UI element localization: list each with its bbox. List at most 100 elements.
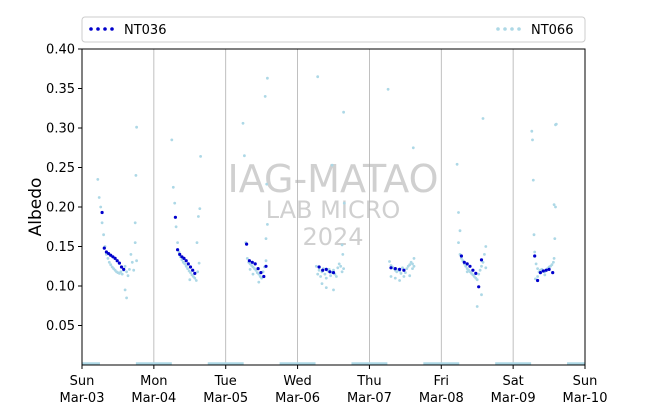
point-nt066 bbox=[199, 155, 203, 158]
point-nt036 bbox=[465, 262, 469, 266]
point-nt066 bbox=[477, 272, 481, 276]
point-nt036 bbox=[462, 260, 466, 264]
point-nt066 bbox=[257, 272, 261, 276]
point-nt066 bbox=[319, 275, 322, 278]
y-axis-label: Albedo bbox=[26, 178, 46, 237]
point-nt066 bbox=[127, 268, 131, 271]
point-nt066 bbox=[197, 215, 200, 218]
point-nt066 bbox=[135, 259, 139, 263]
point-nt066 bbox=[342, 110, 345, 114]
x-tick-label-day: Sun bbox=[70, 374, 95, 389]
point-nt066 bbox=[341, 253, 345, 256]
point-nt066 bbox=[532, 233, 536, 237]
point-nt066 bbox=[263, 95, 267, 98]
point-nt066 bbox=[342, 201, 346, 205]
x-tick-label-date: Mar-03 bbox=[60, 391, 105, 406]
point-nt066 bbox=[195, 241, 199, 245]
point-nt066 bbox=[388, 260, 391, 263]
watermark-line-3: 2024 bbox=[302, 223, 363, 251]
point-nt066 bbox=[329, 274, 332, 278]
point-nt066 bbox=[120, 272, 124, 276]
y-tick-label: 0.05 bbox=[46, 319, 75, 334]
point-nt036 bbox=[100, 210, 104, 215]
point-nt066 bbox=[399, 272, 403, 275]
point-nt066 bbox=[129, 253, 133, 256]
point-nt036 bbox=[459, 254, 463, 258]
point-nt066 bbox=[251, 272, 255, 276]
point-nt066 bbox=[543, 273, 547, 277]
point-nt066 bbox=[170, 138, 174, 142]
point-nt036 bbox=[104, 250, 108, 254]
point-nt066 bbox=[245, 257, 249, 260]
point-nt036 bbox=[256, 267, 260, 271]
point-nt066 bbox=[186, 267, 190, 270]
legend-swatch-nt036 bbox=[110, 27, 114, 31]
x-tick-label-day: Wed bbox=[283, 374, 311, 389]
point-nt066 bbox=[402, 275, 406, 278]
point-nt066 bbox=[393, 276, 397, 280]
point-nt066 bbox=[260, 276, 263, 280]
point-nt066 bbox=[135, 125, 139, 129]
point-nt066 bbox=[126, 274, 130, 278]
point-nt066 bbox=[335, 275, 338, 278]
y-tick-label: 0.40 bbox=[46, 43, 75, 58]
point-nt036 bbox=[184, 259, 188, 263]
x-tick-label-date: Mar-05 bbox=[203, 391, 248, 406]
point-nt066 bbox=[323, 272, 327, 276]
point-nt036 bbox=[471, 268, 475, 272]
point-nt066 bbox=[411, 146, 415, 150]
point-nt036 bbox=[328, 270, 332, 274]
point-nt066 bbox=[198, 207, 202, 211]
point-nt066 bbox=[107, 260, 111, 264]
x-tick-label-day: Tue bbox=[214, 374, 237, 389]
point-nt066 bbox=[405, 267, 409, 270]
point-nt036 bbox=[317, 265, 321, 269]
point-nt066 bbox=[125, 296, 128, 300]
legend-swatch-nt066 bbox=[496, 27, 500, 31]
point-nt066 bbox=[412, 264, 416, 268]
point-nt036 bbox=[182, 256, 186, 260]
point-nt066 bbox=[171, 185, 175, 189]
x-tick-label-date: Mar-08 bbox=[419, 391, 464, 406]
point-nt066 bbox=[483, 253, 486, 256]
point-nt066 bbox=[97, 196, 101, 199]
legend-swatch-nt066 bbox=[517, 27, 521, 31]
point-nt066 bbox=[134, 174, 138, 177]
point-nt066 bbox=[123, 264, 127, 268]
point-nt036 bbox=[541, 269, 545, 273]
point-nt066 bbox=[389, 275, 393, 278]
point-nt066 bbox=[266, 223, 269, 226]
point-nt066 bbox=[460, 257, 463, 260]
point-nt066 bbox=[536, 275, 539, 278]
point-nt066 bbox=[411, 267, 414, 270]
point-nt066 bbox=[401, 266, 404, 270]
point-nt036 bbox=[474, 271, 478, 275]
point-nt036 bbox=[393, 267, 397, 271]
point-nt066 bbox=[481, 260, 485, 264]
point-nt066 bbox=[458, 229, 462, 233]
x-tick-label-day: Fri bbox=[434, 374, 450, 389]
x-tick-label-date: Mar-09 bbox=[491, 391, 536, 406]
point-nt066 bbox=[327, 268, 331, 271]
point-nt066 bbox=[554, 205, 557, 209]
legend-item-nt036: NT036 bbox=[89, 23, 166, 38]
point-nt036 bbox=[551, 271, 555, 275]
point-nt066 bbox=[196, 270, 200, 274]
legend-swatch-nt036 bbox=[103, 27, 107, 31]
point-nt066 bbox=[336, 266, 340, 270]
y-tick-label: 0.30 bbox=[46, 122, 75, 137]
point-nt066 bbox=[183, 262, 187, 266]
point-nt036 bbox=[178, 252, 182, 256]
point-nt066 bbox=[408, 274, 412, 278]
point-nt066 bbox=[553, 237, 557, 241]
point-nt036 bbox=[119, 265, 124, 269]
point-nt066 bbox=[533, 250, 537, 254]
grid-lines bbox=[153, 49, 514, 365]
point-nt066 bbox=[180, 258, 184, 262]
point-nt066 bbox=[119, 270, 123, 274]
point-nt066 bbox=[531, 178, 535, 182]
legend-label-nt036: NT036 bbox=[124, 23, 166, 38]
point-nt036 bbox=[245, 242, 249, 246]
point-nt066 bbox=[266, 76, 269, 80]
point-nt066 bbox=[133, 221, 137, 225]
